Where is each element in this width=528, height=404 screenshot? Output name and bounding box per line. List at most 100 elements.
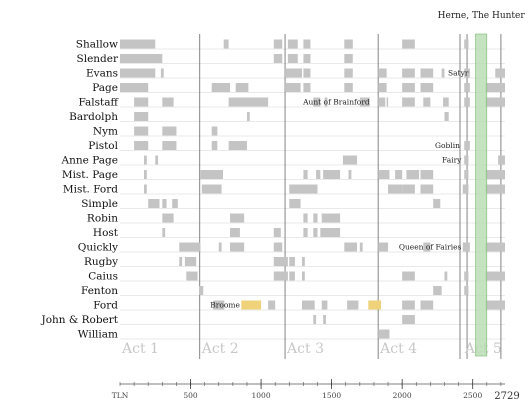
presence-bar: [441, 68, 445, 78]
presence-bar: [223, 39, 229, 49]
tln-axis: 500 1000 1500 2000 2500 TLN 2729: [112, 379, 520, 402]
presence-bar: [402, 315, 415, 324]
presence-bar: [420, 184, 434, 194]
presence-bar: [230, 213, 245, 223]
presence-bar: [134, 126, 149, 136]
presence-bar: [246, 112, 250, 121]
presence-bar: [344, 39, 353, 49]
presence-bar: [301, 257, 305, 266]
presence-bar: [485, 184, 505, 194]
presence-bar: [464, 39, 469, 49]
axis-end-label: 2729: [494, 391, 519, 402]
presence-bar: [201, 184, 222, 194]
presence-bar: [378, 83, 387, 92]
presence-bar: [406, 170, 420, 179]
character-label: Mist. Ford: [63, 184, 118, 196]
presence-bar: [316, 170, 321, 179]
presence-bar: [347, 300, 359, 310]
presence-bar: [303, 213, 308, 223]
disguise-bar: [368, 300, 381, 310]
presence-bar: [120, 39, 156, 49]
presence-bar: [378, 242, 389, 252]
presence-bar: [162, 126, 177, 136]
presence-bar: [402, 271, 415, 281]
presence-bar: [179, 257, 183, 266]
act-label: Act 3: [286, 341, 324, 357]
presence-bar: [235, 83, 249, 92]
presence-bar: [359, 242, 363, 252]
presence-bar: [313, 213, 318, 223]
presence-bar: [495, 68, 505, 78]
presence-bar: [303, 228, 308, 237]
presence-bar: [462, 184, 469, 194]
presence-bar: [342, 155, 358, 165]
presence-bar: [323, 170, 341, 179]
presence-bar: [464, 155, 469, 165]
presence-bar: [162, 199, 167, 208]
presence-bar: [273, 39, 283, 49]
presence-bar: [320, 228, 341, 237]
presence-bar: [388, 184, 403, 194]
presence-bar: [423, 242, 431, 252]
axis-tick-label: 1000: [252, 391, 271, 400]
presence-bar: [464, 170, 469, 179]
presence-bar: [200, 170, 223, 179]
presence-bar: [344, 68, 353, 78]
presence-bar: [268, 300, 276, 310]
presence-bar: [386, 97, 389, 107]
presence-bar: [120, 54, 163, 63]
presence-bar: [289, 184, 318, 194]
presence-bar: [303, 68, 311, 78]
character-label: Mist. Page: [62, 169, 118, 181]
axis-tick-label: 500: [183, 391, 198, 400]
presence-bar: [211, 126, 218, 136]
presence-bar: [134, 97, 149, 107]
character-label: Fenton: [81, 285, 118, 297]
disguise-bar: [241, 300, 262, 310]
presence-bar: [344, 54, 353, 63]
act-label: Act 1: [121, 341, 159, 357]
presence-bar: [303, 83, 311, 92]
presence-bar: [218, 242, 222, 252]
presence-bar: [485, 242, 505, 252]
presence-bar: [420, 83, 434, 92]
presence-bar: [485, 97, 505, 107]
presence-bar: [228, 141, 247, 150]
role-annotation: Broome: [210, 301, 240, 310]
presence-bar: [378, 97, 386, 107]
presence-bar: [155, 155, 159, 165]
axis-tick-label: 1500: [322, 391, 341, 400]
presence-bar: [462, 242, 470, 252]
presence-bar: [378, 68, 387, 78]
character-label: Quickly: [78, 242, 118, 254]
character-label: John & Robert: [41, 314, 119, 326]
presence-bar: [162, 141, 177, 150]
presence-bar: [184, 257, 197, 266]
presence-bar: [228, 97, 269, 107]
presence-bar: [134, 112, 149, 121]
highlight-band-rect: [475, 33, 488, 357]
presence-bar: [143, 170, 147, 179]
presence-bar: [444, 112, 449, 121]
presence-bar: [285, 68, 302, 78]
presence-bar: [433, 199, 441, 208]
character-label: Shallow: [76, 39, 118, 51]
presence-bar: [378, 329, 390, 339]
presence-bar: [301, 300, 315, 310]
act-label: Act 2: [201, 341, 239, 357]
character-label: Anne Page: [61, 155, 118, 167]
presence-bar: [464, 286, 469, 295]
presence-bar: [420, 170, 434, 179]
presence-bar: [402, 300, 415, 310]
character-label: William: [78, 329, 118, 341]
character-label: Evans: [86, 68, 118, 80]
presence-bars: [120, 39, 505, 339]
presence-bar: [160, 68, 164, 78]
presence-bar: [464, 83, 470, 92]
presence-bar: [213, 300, 225, 310]
presence-bar: [211, 141, 218, 150]
presence-bar: [303, 39, 311, 49]
presence-bar: [143, 155, 147, 165]
character-label: Robin: [87, 213, 118, 225]
presence-bar: [148, 199, 160, 208]
